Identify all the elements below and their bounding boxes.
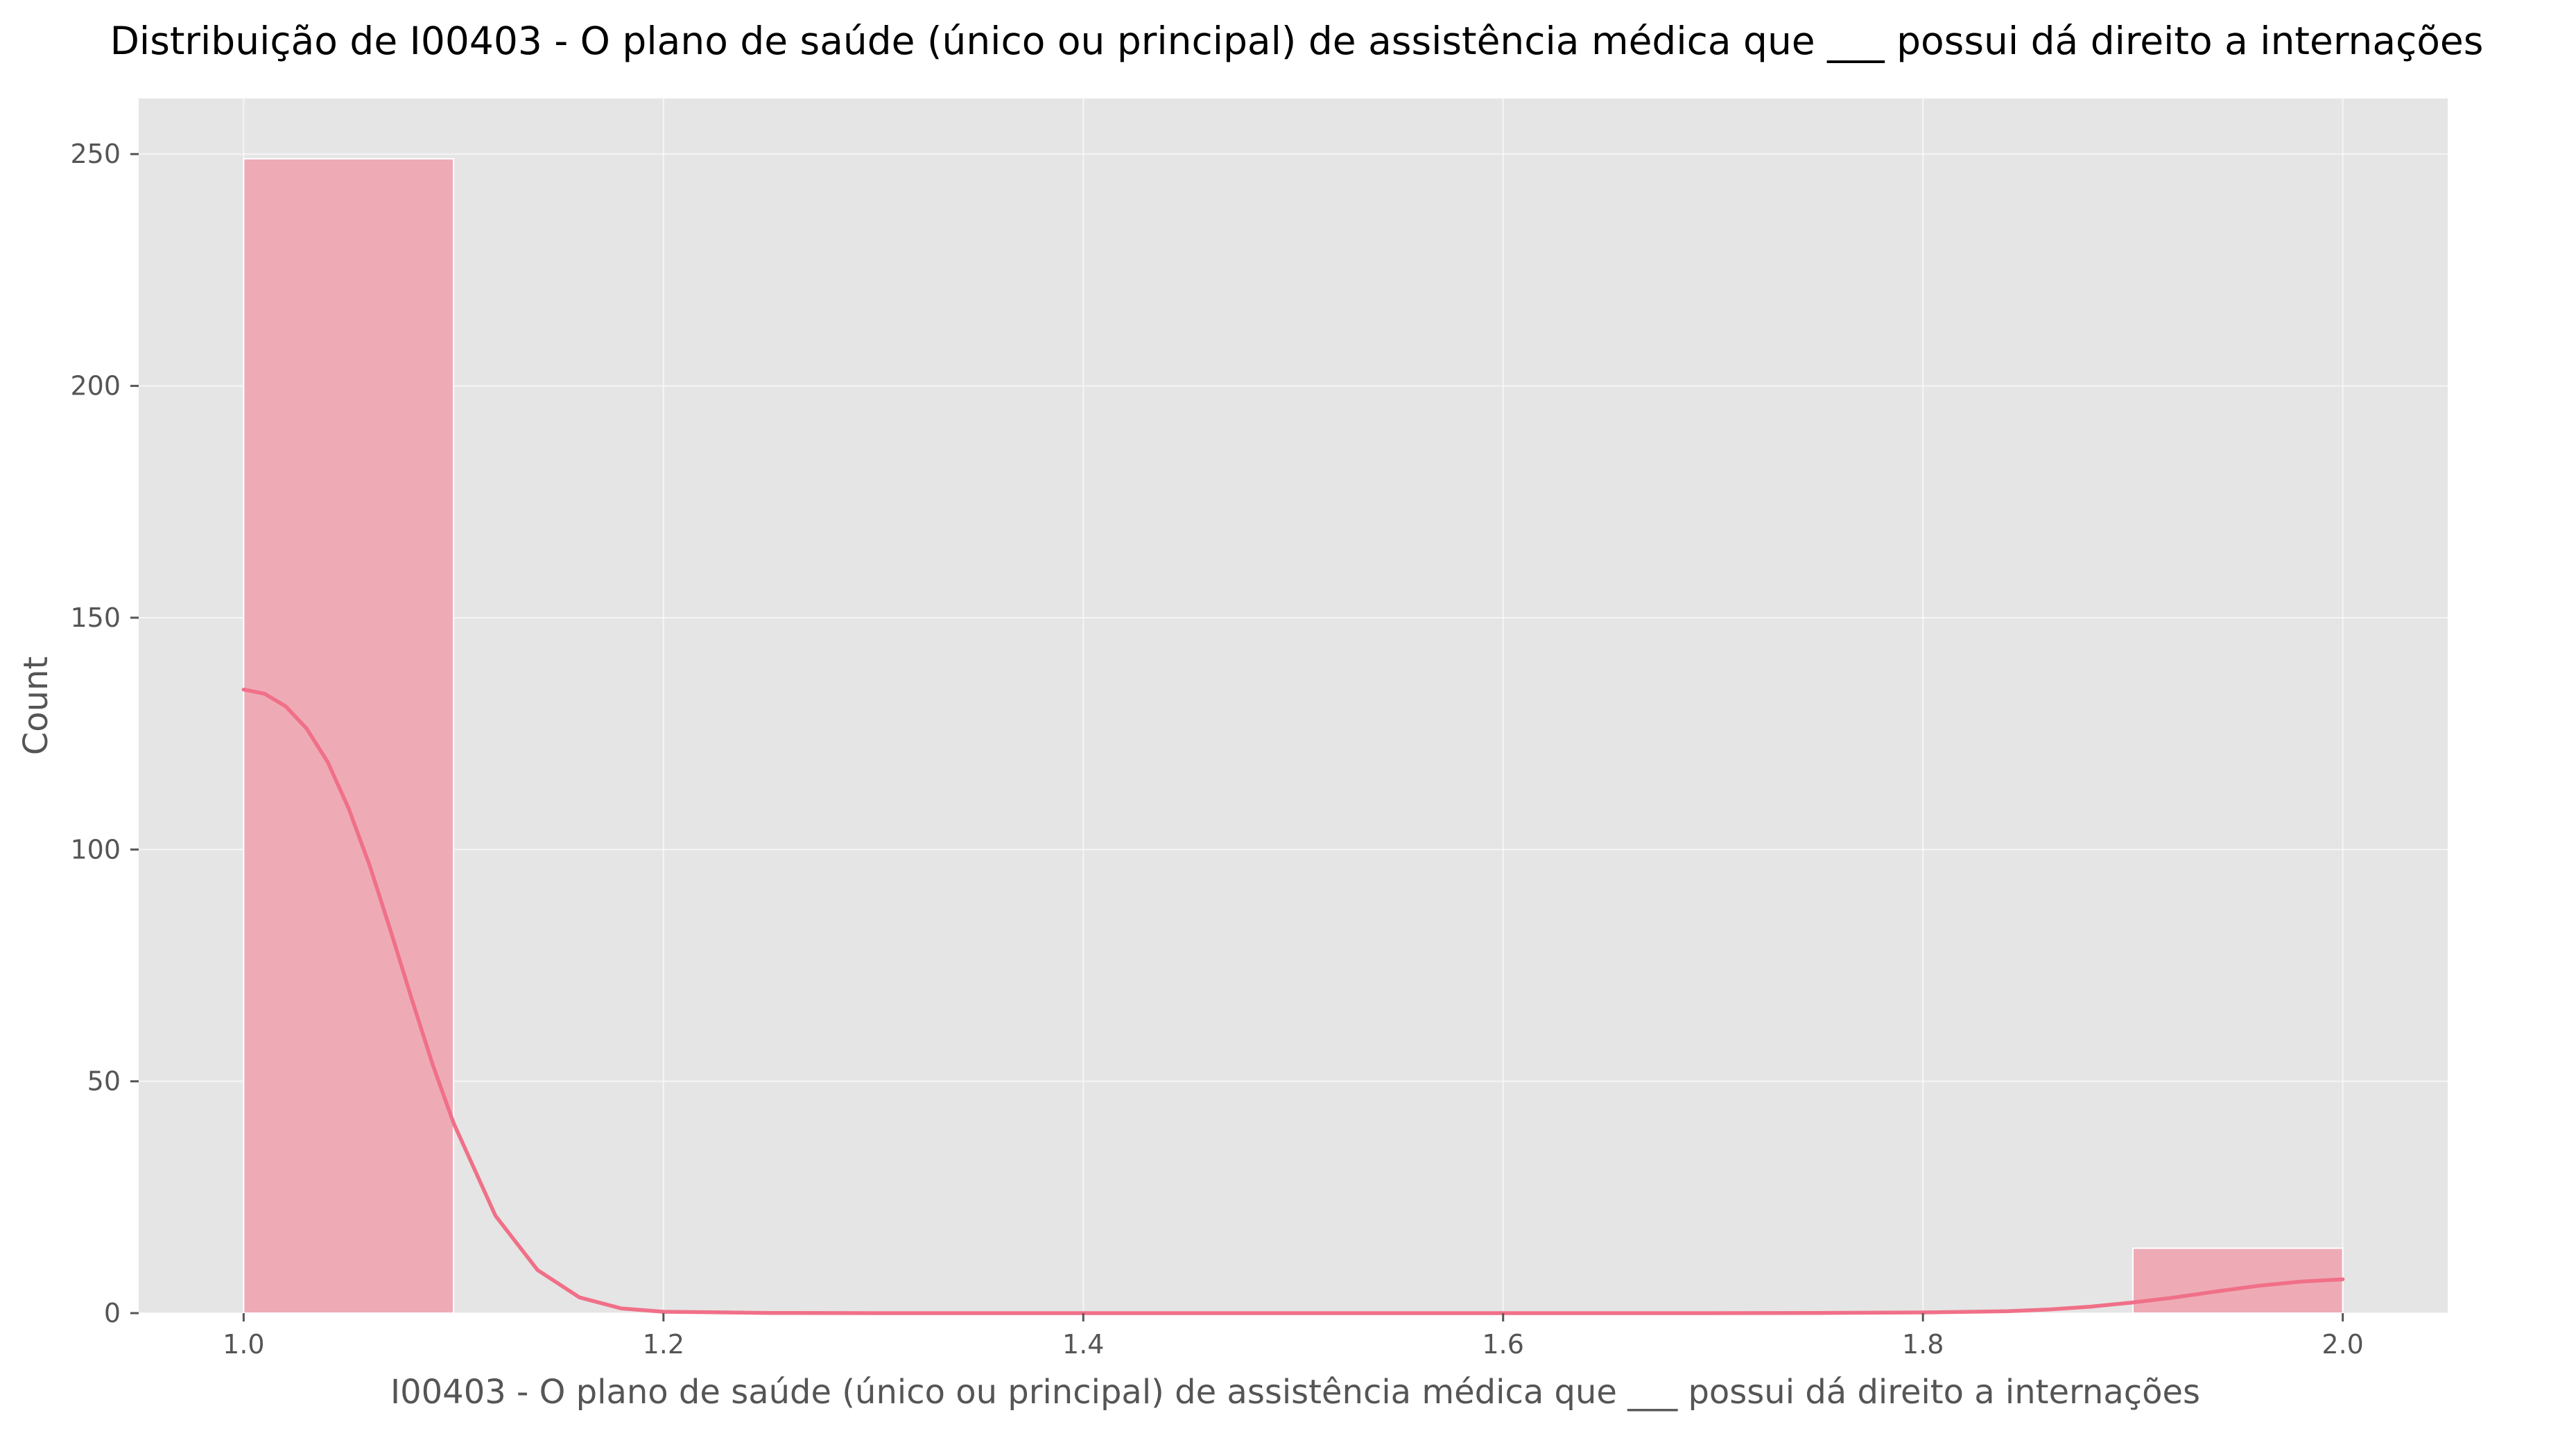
- y-tick-label: 200: [70, 371, 121, 401]
- histogram-bars: [243, 157, 2344, 1315]
- axis-ticks: 1.0 1.2 1.4 1.6 1.8 2.0 0 50 100 150 200 250: [70, 139, 2363, 1360]
- y-tick-label: 0: [104, 1298, 121, 1328]
- x-tick-label: 1.8: [1902, 1329, 1944, 1360]
- histogram-bar: [243, 157, 455, 1315]
- y-tick-label: 50: [87, 1066, 121, 1097]
- x-tick-label: 1.0: [223, 1329, 264, 1360]
- x-tick-label: 1.4: [1062, 1329, 1104, 1360]
- y-tick-label: 150: [70, 602, 121, 633]
- y-axis-label: Count: [17, 657, 55, 756]
- grid-lines: [139, 98, 2448, 1314]
- y-tick-label: 250: [70, 139, 121, 169]
- x-tick-label: 1.2: [643, 1329, 684, 1360]
- kde-curve: [241, 687, 2345, 1315]
- x-tick-label: 1.6: [1483, 1329, 1524, 1360]
- x-tick-label: 2.0: [2322, 1329, 2363, 1360]
- y-tick-label: 100: [70, 834, 121, 865]
- x-axis-label: I00403 - O plano de saúde (único ou prin…: [390, 1373, 2200, 1412]
- plot-background: [139, 98, 2448, 1313]
- chart-title: Distribuição de I00403 - O plano de saúd…: [110, 19, 2484, 63]
